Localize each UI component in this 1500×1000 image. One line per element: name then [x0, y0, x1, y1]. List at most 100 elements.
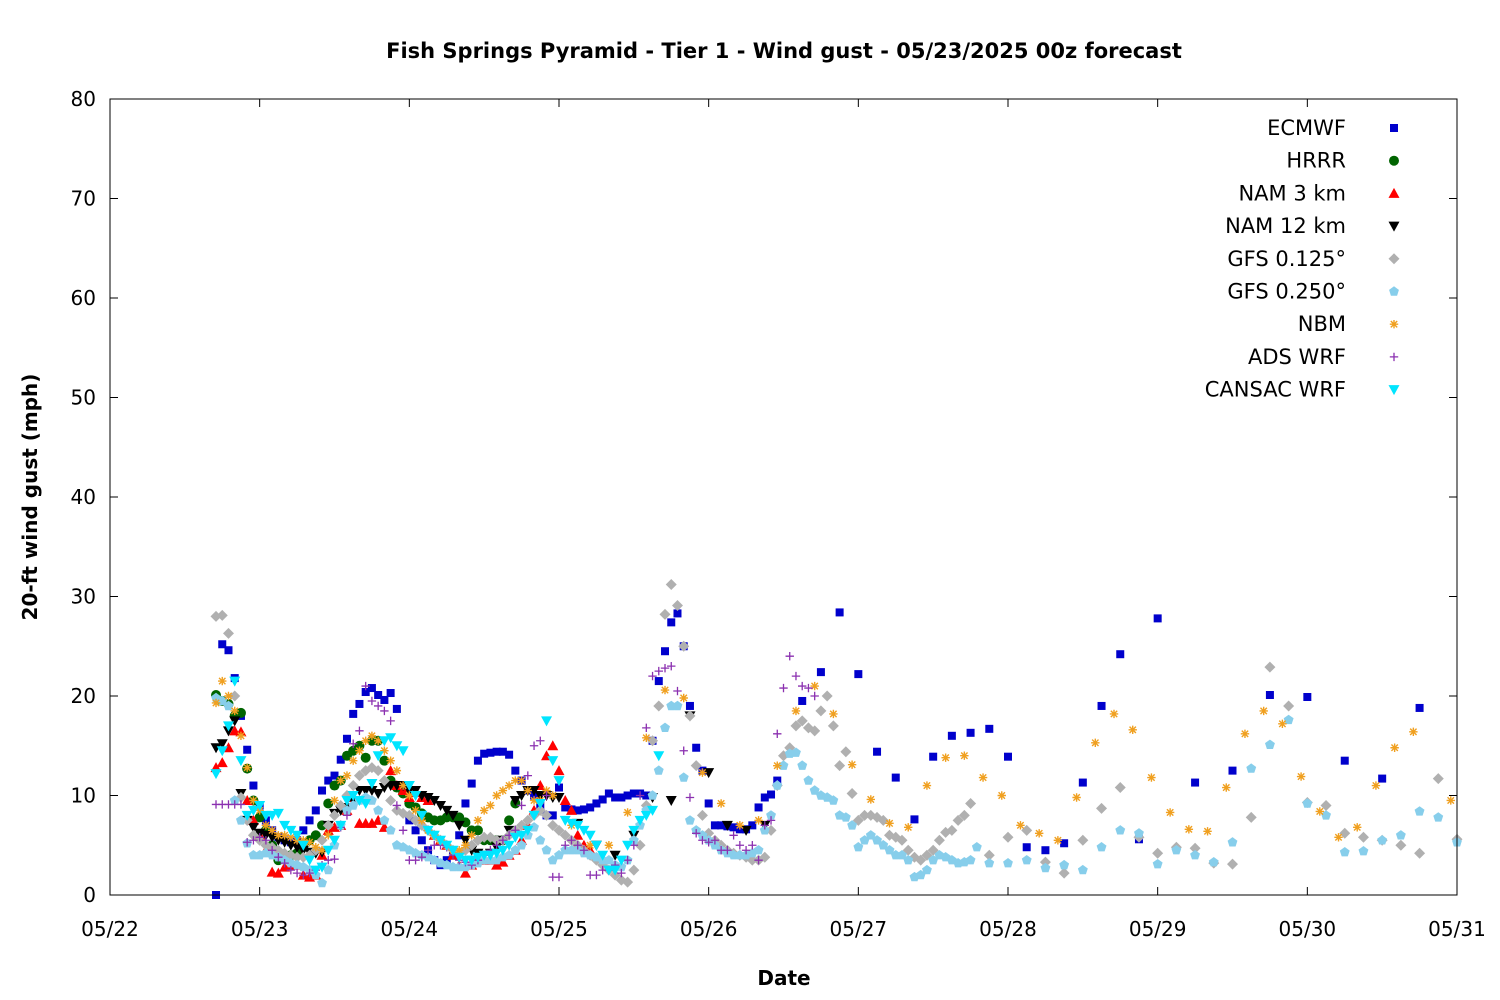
data-point-cansac-wrf	[397, 746, 409, 757]
data-point-nbm	[405, 791, 414, 800]
data-point-ads-wrf	[754, 855, 763, 865]
data-point-ads-wrf	[536, 736, 545, 745]
data-point-nbm	[810, 681, 819, 691]
data-point-gfs-0-125	[622, 876, 634, 888]
data-point-gfs-0-125	[1357, 831, 1369, 843]
data-point-gfs-0-250	[323, 864, 334, 875]
data-point-ecmwf	[1153, 614, 1162, 623]
legend-label-cansac-wrf: CANSAC WRF	[1205, 378, 1346, 402]
data-point-nbm	[479, 806, 489, 815]
data-point-ecmwf	[1415, 703, 1424, 712]
data-point-ecmwf	[480, 749, 489, 758]
data-point-gfs-0-250	[965, 855, 976, 865]
data-point-nam-12-km	[740, 825, 752, 836]
data-point-ecmwf	[299, 826, 308, 835]
legend-marker-hrrr	[1389, 155, 1399, 166]
data-point-ecmwf	[249, 781, 258, 790]
data-point-cansac-wrf	[447, 845, 459, 856]
data-point-ecmwf	[498, 747, 507, 756]
data-point-gfs-0-250	[373, 805, 384, 815]
data-point-gfs-0-125	[696, 809, 708, 821]
data-point-gfs-0-125	[478, 831, 490, 843]
data-point-ads-wrf	[773, 729, 782, 739]
data-point-cansac-wrf	[491, 848, 503, 859]
legend-label-gfs-0-250: GFS 0.250°	[1227, 280, 1346, 304]
data-point-nbm	[218, 676, 227, 686]
data-point-gfs-0-250	[566, 845, 577, 855]
data-point-nbm	[336, 776, 345, 785]
data-point-gfs-0-125	[1432, 773, 1444, 785]
data-point-ads-wrf	[255, 833, 264, 842]
data-point-cansac-wrf	[484, 850, 496, 861]
data-point-ecmwf	[224, 646, 233, 655]
data-point-ecmwf	[611, 793, 620, 802]
data-point-nbm	[1128, 725, 1137, 735]
data-point-cansac-wrf	[640, 810, 652, 821]
data-point-cansac-wrf	[372, 751, 384, 762]
y-axis-label: 20-ft wind gust (mph)	[18, 374, 42, 621]
data-point-ecmwf	[710, 821, 719, 830]
data-point-nbm	[511, 776, 520, 785]
data-point-ads-wrf	[355, 726, 364, 736]
data-point-nam-12-km	[509, 795, 521, 806]
data-point-ecmwf	[573, 806, 582, 815]
data-point-nam-12-km	[279, 837, 291, 848]
data-point-ecmwf	[1097, 701, 1106, 710]
data-point-nam-3-km	[572, 829, 584, 840]
data-point-nbm	[467, 831, 476, 840]
data-point-gfs-0-250	[1395, 830, 1406, 840]
data-point-cansac-wrf	[241, 810, 253, 821]
data-point-nbm	[504, 781, 514, 790]
data-point-cansac-wrf	[385, 733, 397, 744]
data-point-nbm	[978, 773, 988, 782]
data-point-gfs-0-125	[628, 864, 640, 876]
data-point-gfs-0-125	[222, 627, 234, 639]
data-point-gfs-0-250	[1321, 810, 1331, 820]
data-point-nam-12-km	[721, 820, 733, 831]
data-point-nbm	[529, 796, 539, 805]
data-point-gfs-0-125	[378, 775, 390, 787]
data-point-gfs-0-250	[685, 815, 695, 825]
data-point-ads-wrf	[517, 801, 526, 810]
data-point-nbm	[1278, 719, 1287, 729]
data-point-nbm	[660, 685, 670, 695]
data-point-hrrr	[254, 812, 265, 823]
data-point-cansac-wrf	[578, 825, 590, 836]
data-point-gfs-0-125	[547, 819, 559, 831]
data-point-gfs-0-125	[1002, 831, 1014, 843]
data-point-cansac-wrf	[360, 798, 372, 809]
data-point-ecmwf	[704, 799, 713, 808]
data-point-gfs-0-125	[815, 705, 827, 717]
data-point-nbm	[211, 698, 221, 708]
data-point-nbm	[367, 731, 377, 740]
data-point-gfs-0-250	[803, 775, 814, 785]
data-point-nbm	[1353, 823, 1362, 832]
data-point-gfs-0-250	[541, 845, 552, 855]
data-point-gfs-0-250	[1339, 847, 1350, 857]
data-point-nbm	[548, 791, 557, 800]
data-point-gfs-0-250	[884, 845, 895, 855]
data-point-ecmwf	[324, 776, 333, 785]
data-point-ecmwf	[748, 821, 757, 830]
data-point-ads-wrf	[766, 816, 776, 825]
data-point-gfs-0-250	[859, 835, 870, 845]
x-tick-label: 05/22	[81, 917, 139, 941]
data-point-gfs-0-125	[821, 690, 833, 702]
data-point-gfs-0-125	[1058, 867, 1070, 879]
data-point-nam-12-km	[210, 743, 222, 754]
data-point-ecmwf	[929, 752, 938, 761]
data-point-ecmwf	[579, 805, 588, 814]
data-point-ecmwf	[604, 789, 613, 798]
chart-title: Fish Springs Pyramid - Tier 1 - Wind gus…	[386, 39, 1182, 63]
data-point-gfs-0-250	[697, 830, 708, 840]
data-point-ads-wrf	[361, 681, 370, 691]
data-point-cansac-wrf	[316, 862, 328, 873]
data-point-ads-wrf	[667, 661, 676, 671]
legend-label-ecmwf: ECMWF	[1267, 116, 1346, 140]
data-point-nam-3-km	[241, 794, 253, 805]
data-point-ads-wrf	[373, 701, 383, 711]
data-point-gfs-0-250	[853, 842, 864, 852]
data-point-ecmwf	[910, 815, 919, 824]
legend-marker-nam-3-km	[1388, 187, 1400, 198]
data-point-gfs-0-250	[516, 840, 527, 850]
